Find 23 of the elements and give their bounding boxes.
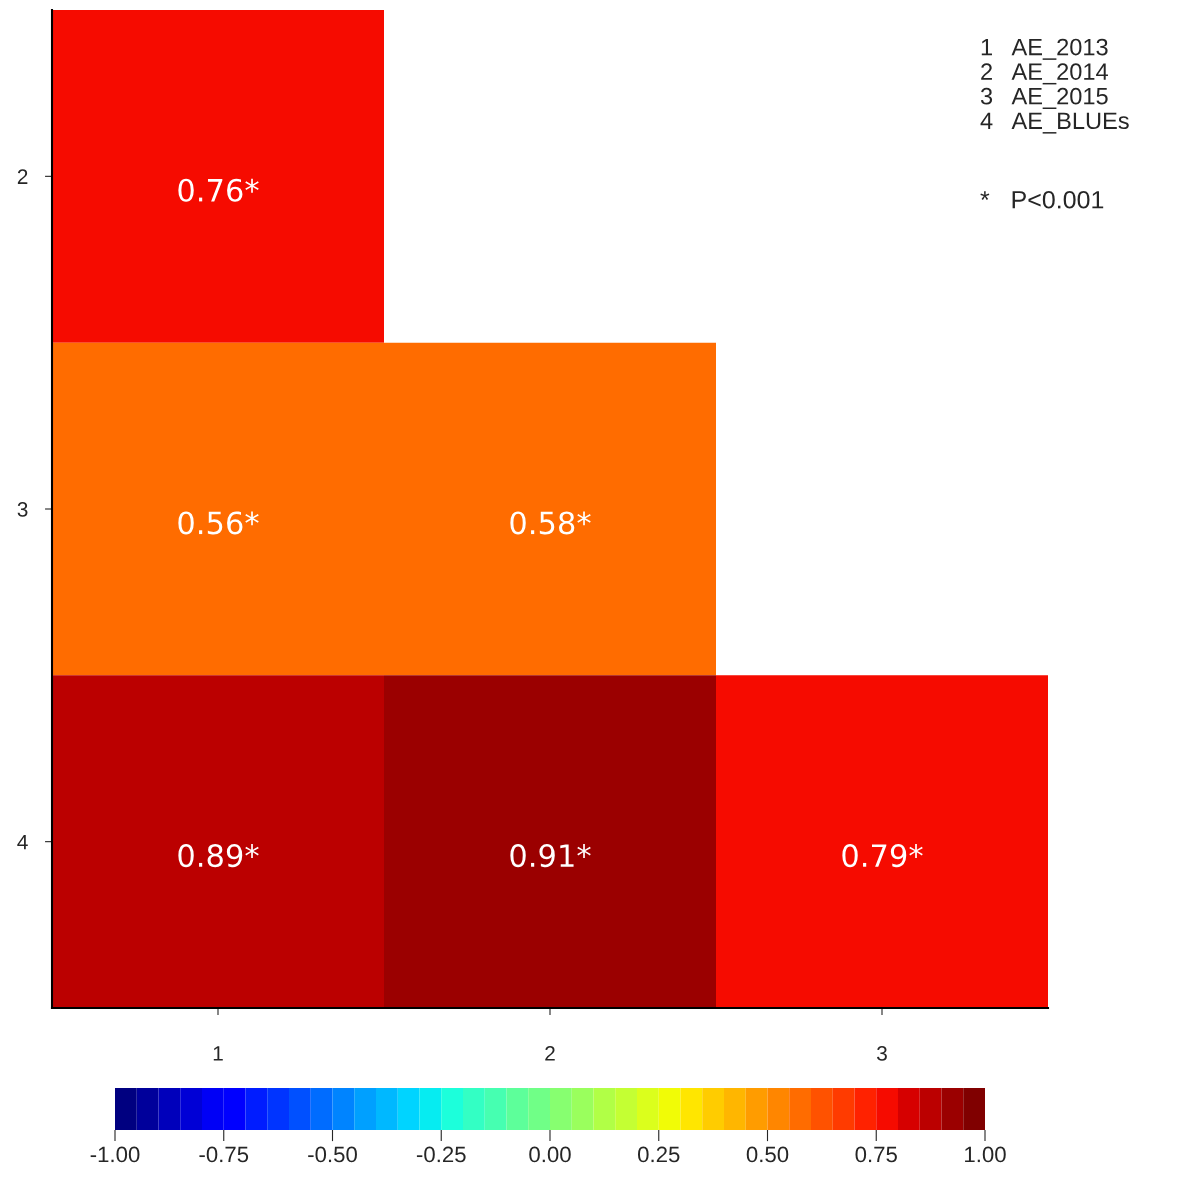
color-bar-label: -0.75 [199, 1146, 249, 1163]
data-label: 0.58* [510, 511, 591, 535]
y-tick-label: 3 [17, 502, 28, 517]
x-tick-label: 2 [545, 1046, 555, 1061]
data-label: 0.76* [178, 178, 259, 202]
annotation: * P<0.001 [980, 190, 1104, 209]
data-label: 0.56* [178, 511, 259, 535]
color-bar-label: 1.00 [965, 1146, 1006, 1163]
x-tick-label: 3 [877, 1046, 887, 1061]
y-tick-label: 2 [17, 169, 28, 184]
data-label: 0.79* [842, 844, 923, 868]
data-label: 0.91* [510, 844, 591, 868]
color-bar-label: 0.25 [637, 1146, 680, 1163]
color-bar-label: 0.50 [746, 1146, 789, 1163]
color-bar-label: 0.00 [529, 1146, 571, 1163]
annotation: 1 AE_2013 2 AE_2014 3 AE_2015 4 AE_BLUEs [980, 38, 1129, 134]
data-label: 0.89* [178, 844, 259, 868]
color-bar-label: -0.50 [308, 1146, 357, 1163]
color-bar-label: 0.75 [855, 1146, 897, 1163]
color-bar-label: -0.25 [416, 1146, 466, 1163]
x-tick-label: 1 [213, 1046, 223, 1061]
y-tick-label: 4 [17, 834, 28, 850]
color-bar-label: -1.00 [90, 1146, 140, 1163]
